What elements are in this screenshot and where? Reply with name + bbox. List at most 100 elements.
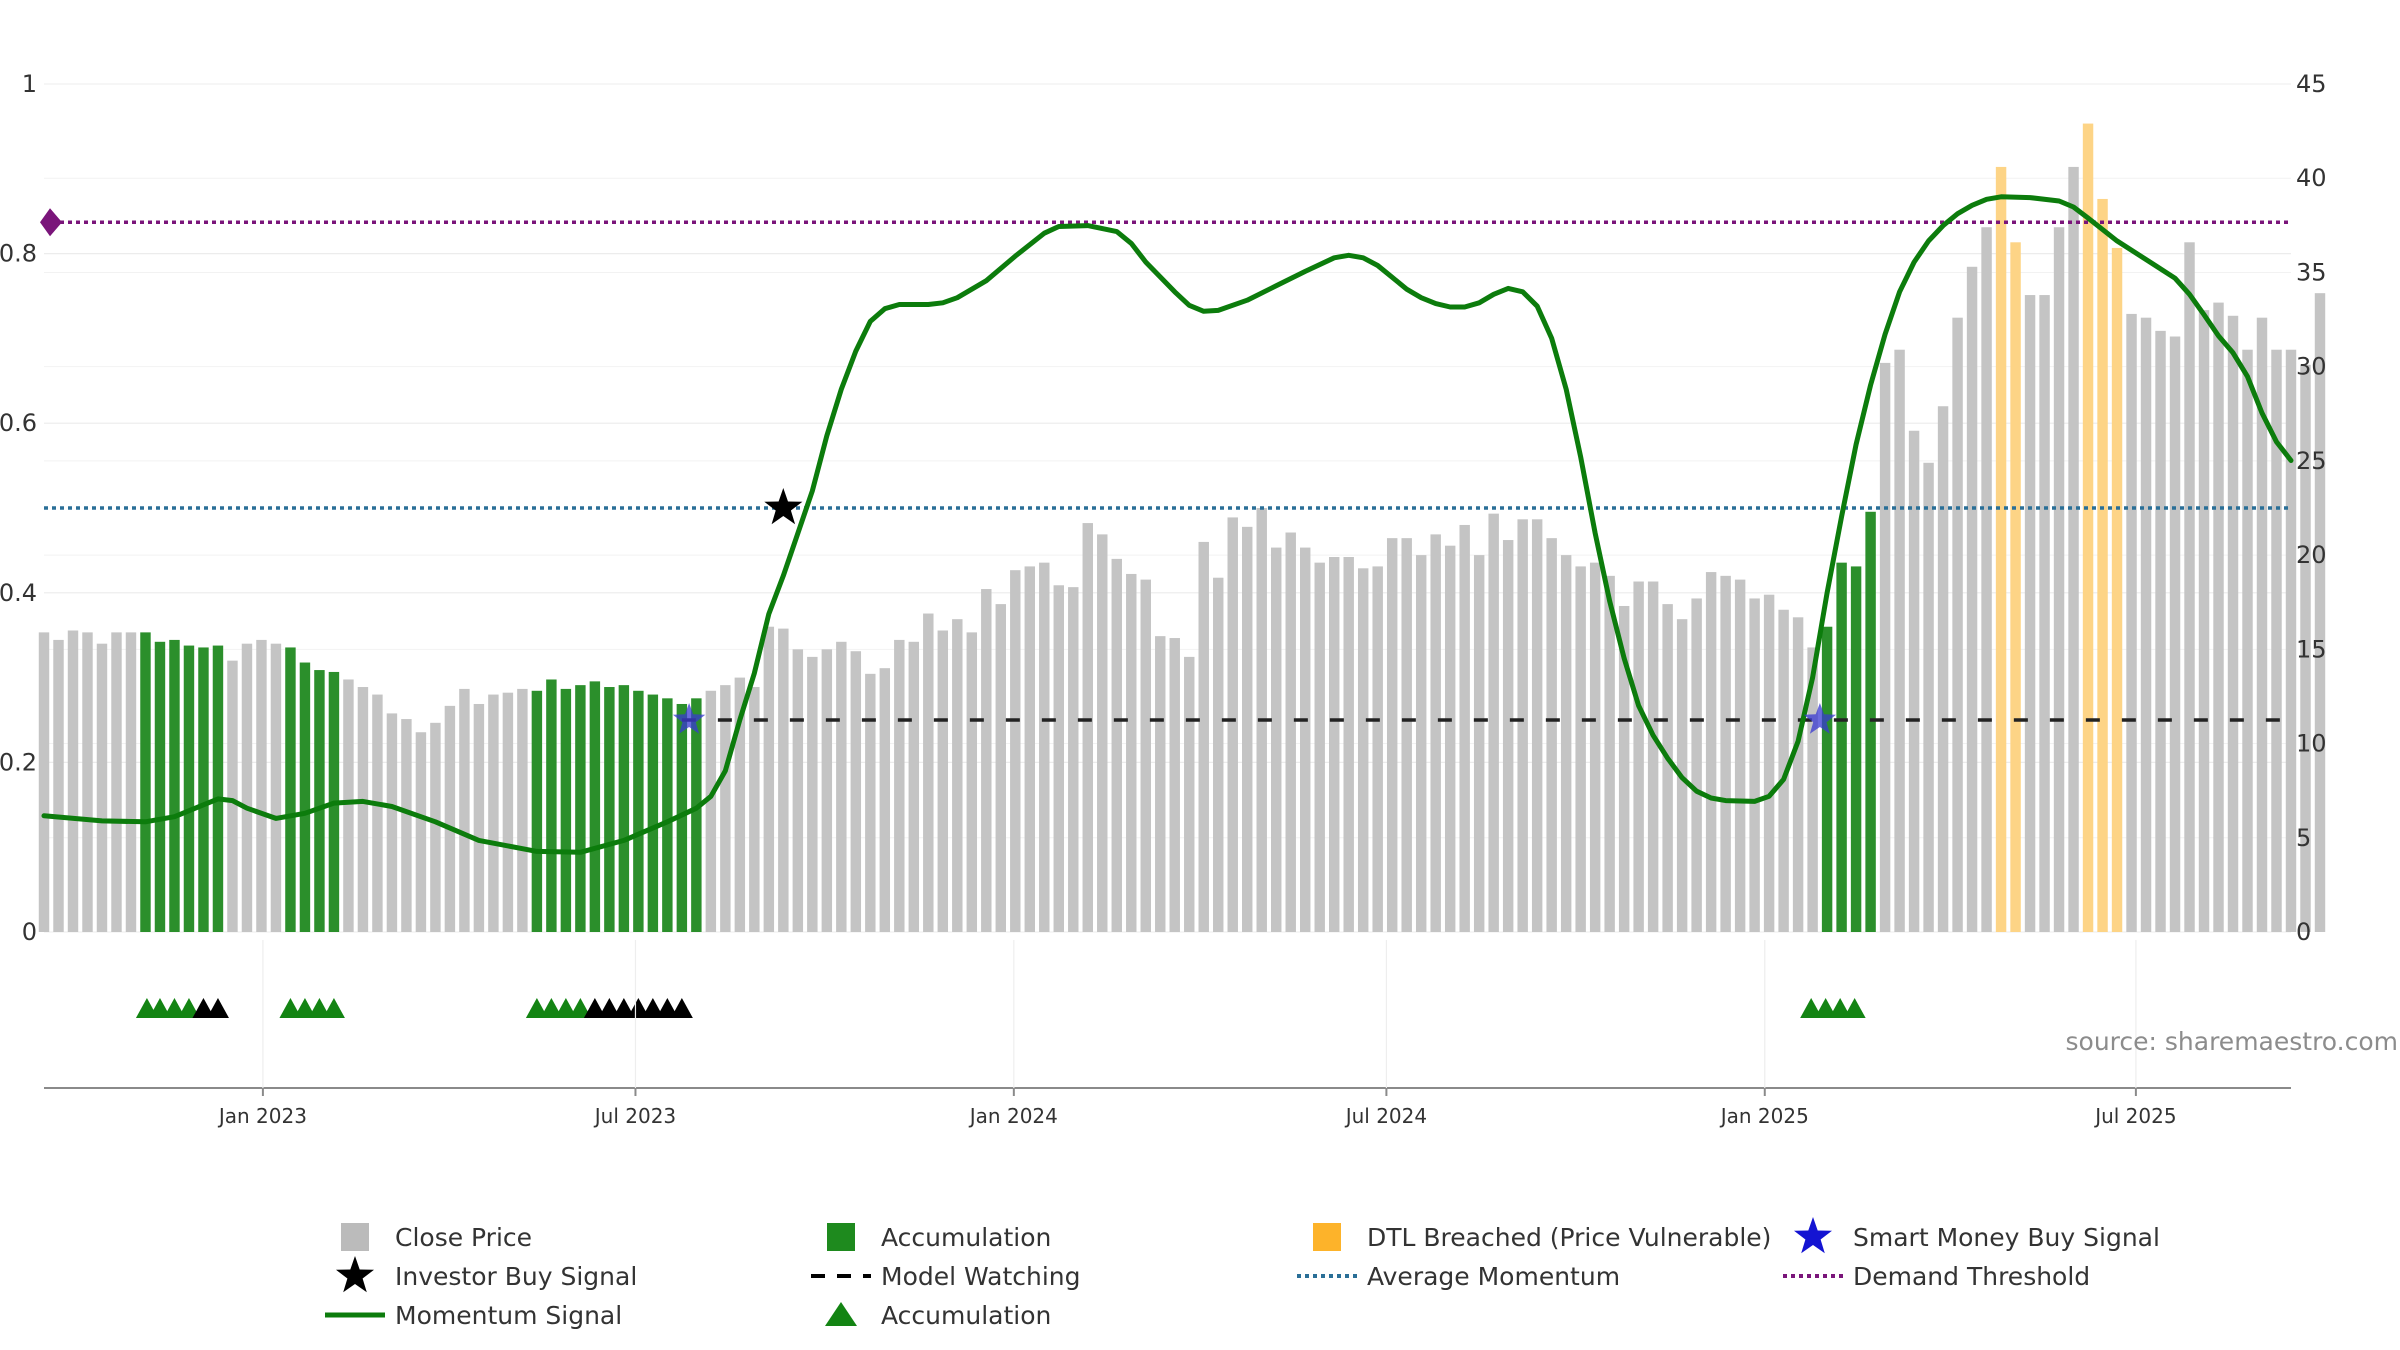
close-price-bar [444,705,456,932]
legend-swatch [341,1223,369,1251]
close-price-bar [517,688,528,932]
accumulation-bar [169,639,180,932]
close-price-bar [952,619,963,932]
close-price-bar [966,632,978,932]
accumulation-bar [691,698,702,932]
accumulation-marker-triangle [641,998,664,1018]
accumulation-bar [676,703,688,932]
right-tick-label: 0 [2296,918,2311,946]
close-price-bar [343,679,354,932]
close-price-bar [53,639,64,932]
accumulation-marker-triangle [627,998,650,1018]
accumulation-marker-triangle [148,998,171,1018]
date-tick-label: Jul 2023 [593,1104,676,1128]
gridlines [44,83,2291,933]
close-price-bar [2024,295,2036,933]
close-price-bar [865,673,876,932]
dtl-breached-bar [2082,123,2094,932]
smart-money-buy-star [1803,703,1836,734]
close-price-bar [908,641,920,932]
close-price-bars [38,123,2326,933]
close-price-bar [981,589,992,932]
close-price-bar [2300,364,2311,932]
legend-item: Accumulation [827,1223,1051,1252]
close-price-bar [1575,566,1586,932]
close-price-bar [894,639,905,932]
left-tick-label: 0.8 [0,240,37,268]
close-price-bar [1444,545,1456,932]
close-price-bar [96,643,108,932]
close-price-bar [1184,656,1195,932]
legend-label: Momentum Signal [395,1301,622,1330]
legend-label: Accumulation [881,1301,1051,1330]
accumulation-marker-panel [135,998,1866,1018]
date-tick-label: Jan 2023 [217,1104,307,1128]
close-price-bar [241,643,253,932]
legend-label: Close Price [395,1223,532,1252]
close-price-bar [125,632,137,932]
close-price-bar [1517,519,1528,932]
accumulation-bar [183,645,195,932]
close-price-bar [1430,534,1441,932]
legend-label: Smart Money Buy Signal [1853,1223,2160,1252]
close-price-bar [792,649,804,932]
close-price-bar [1459,524,1470,932]
close-price-bar [1372,566,1383,932]
accumulation-marker-triangle [670,998,693,1018]
legend: Close Price Accumulation DTL Breached (Pri… [325,1217,2160,1330]
close-price-bar [1531,519,1543,932]
legend-label: Accumulation [881,1223,1051,1252]
close-price-bar [1691,598,1702,932]
close-price-bar [1502,540,1514,932]
close-price-bar [270,643,282,932]
source-label: source: sharemaestro.com [2066,1027,2399,1056]
close-price-bar [1981,227,1992,932]
date-tick-label: Jul 2024 [1344,1104,1427,1128]
legend-label: Average Momentum [1367,1262,1620,1291]
close-price-bar [763,626,775,932]
accumulation-bar [140,632,151,932]
close-price-bar [357,687,369,932]
accumulation-marker-triangle [598,998,621,1018]
close-price-bar [1908,430,1920,932]
accumulation-bar [589,681,601,932]
accumulation-bar [314,670,325,932]
accumulation-bar [633,690,644,932]
close-price-bar [2053,227,2065,932]
momentum-signal-line [41,194,2294,855]
close-price-bar [2285,349,2297,932]
accumulation-bar [299,662,311,932]
close-price-bar [1271,547,1282,932]
close-price-bar [386,713,398,932]
close-price-bar [1010,570,1021,932]
close-price-bar [1169,638,1180,932]
accumulation-bar [575,685,586,932]
close-price-bar [1415,555,1427,932]
close-price-bar [1749,598,1760,932]
close-price-bar [2256,317,2268,932]
legend-item: Demand Threshold [1783,1262,2090,1291]
close-price-bar [1720,575,1731,932]
close-price-bar [995,604,1007,932]
right-tick-label: 5 [2296,824,2311,852]
close-price-bar [2155,330,2166,933]
legend-item: Close Price [341,1223,532,1252]
legend-item: Accumulation [825,1301,1051,1330]
close-price-bar [2198,310,2210,933]
close-price-bar [1082,523,1093,932]
accumulation-marker-triangle [554,998,577,1018]
close-price-bar [1952,317,1963,932]
close-price-bar [1300,547,1311,932]
close-price-bar [2271,349,2282,932]
accumulation-bar [647,694,659,932]
close-price-bar [1097,534,1108,932]
close-price-bar [1213,577,1224,932]
close-price-bar [1024,566,1035,932]
accumulation-bar [154,641,166,932]
right-tick-label: 45 [2296,70,2327,98]
close-price-bar [778,628,789,932]
close-price-bar [1068,587,1079,932]
left-axis: 0 0.2 0.4 0.6 0.8 1 [0,70,37,946]
close-price-bar [2039,295,2050,933]
left-tick-label: 0.2 [0,748,37,776]
